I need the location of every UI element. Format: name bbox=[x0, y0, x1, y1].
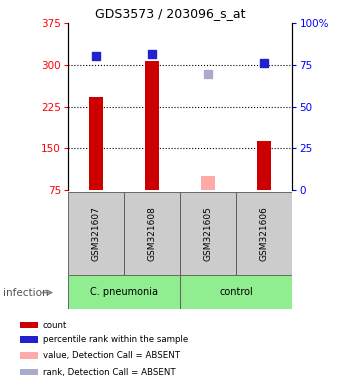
Text: GSM321606: GSM321606 bbox=[260, 206, 269, 261]
Text: infection: infection bbox=[3, 288, 49, 298]
Bar bbox=[201, 176, 215, 190]
Text: GSM321605: GSM321605 bbox=[204, 206, 213, 261]
Bar bbox=[68, 275, 180, 309]
Text: control: control bbox=[219, 287, 253, 297]
Bar bbox=[236, 192, 292, 275]
Text: GSM321607: GSM321607 bbox=[91, 206, 101, 261]
Text: C. pneumonia: C. pneumonia bbox=[90, 287, 158, 297]
Bar bbox=[180, 192, 236, 275]
Bar bbox=[257, 141, 271, 190]
Text: value, Detection Call = ABSENT: value, Detection Call = ABSENT bbox=[43, 351, 180, 360]
Bar bbox=[89, 97, 103, 190]
Bar bbox=[20, 352, 38, 359]
Text: GDS3573 / 203096_s_at: GDS3573 / 203096_s_at bbox=[95, 7, 245, 20]
Text: count: count bbox=[43, 321, 67, 329]
Point bbox=[93, 53, 99, 59]
Point bbox=[150, 51, 155, 57]
Bar bbox=[145, 61, 159, 190]
Bar bbox=[20, 369, 38, 376]
Bar bbox=[68, 192, 124, 275]
Bar bbox=[20, 322, 38, 328]
Text: percentile rank within the sample: percentile rank within the sample bbox=[43, 335, 188, 344]
Point bbox=[262, 60, 267, 66]
Point bbox=[205, 71, 211, 77]
Text: rank, Detection Call = ABSENT: rank, Detection Call = ABSENT bbox=[43, 367, 175, 377]
Bar bbox=[20, 336, 38, 343]
Bar bbox=[124, 192, 180, 275]
Text: GSM321608: GSM321608 bbox=[148, 206, 157, 261]
Bar bbox=[180, 275, 292, 309]
